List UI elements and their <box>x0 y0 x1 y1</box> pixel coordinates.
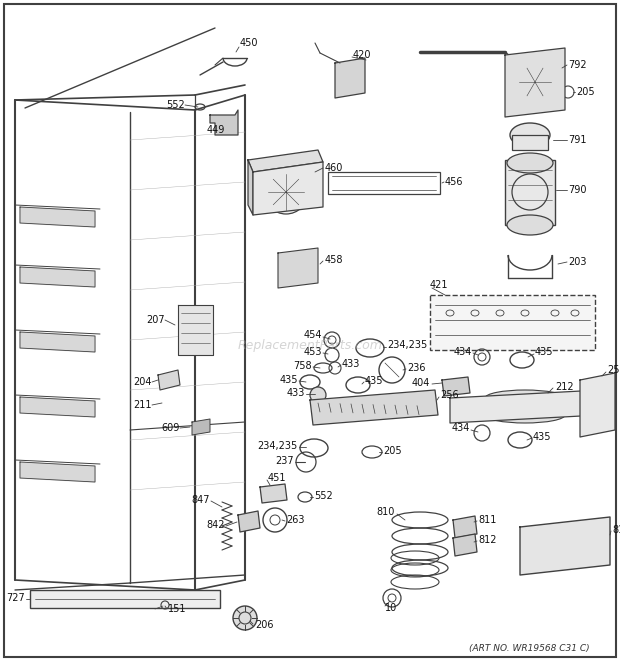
Bar <box>505 160 555 225</box>
Text: 259: 259 <box>607 365 620 375</box>
Text: 263: 263 <box>286 515 304 525</box>
Text: 234,235: 234,235 <box>387 340 427 350</box>
Bar <box>430 295 595 350</box>
Polygon shape <box>453 534 477 556</box>
Text: 458: 458 <box>325 255 343 265</box>
Ellipse shape <box>510 123 550 147</box>
Text: 790: 790 <box>568 185 587 195</box>
Text: 234,235: 234,235 <box>258 441 298 451</box>
Polygon shape <box>580 373 615 437</box>
Polygon shape <box>210 110 238 135</box>
Polygon shape <box>192 419 210 435</box>
Text: 433: 433 <box>286 388 305 398</box>
Polygon shape <box>335 58 365 98</box>
Text: 791: 791 <box>568 135 587 145</box>
Text: 435: 435 <box>280 375 298 385</box>
Text: 435: 435 <box>365 376 384 386</box>
Text: 203: 203 <box>568 257 587 267</box>
Polygon shape <box>278 248 318 288</box>
Text: 434: 434 <box>454 347 472 357</box>
Text: 435: 435 <box>535 347 554 357</box>
Ellipse shape <box>507 215 553 235</box>
Ellipse shape <box>339 68 359 88</box>
Text: 212: 212 <box>555 382 574 392</box>
Text: 609: 609 <box>162 423 180 433</box>
Text: 237: 237 <box>275 456 294 466</box>
Text: ReplacementParts.com: ReplacementParts.com <box>237 338 383 352</box>
Text: 236: 236 <box>407 363 425 373</box>
Text: 421: 421 <box>430 280 448 290</box>
Text: 404: 404 <box>412 378 430 388</box>
Polygon shape <box>450 390 600 423</box>
Text: 842: 842 <box>206 520 225 530</box>
Text: 10: 10 <box>385 603 397 613</box>
Text: 433: 433 <box>342 359 360 369</box>
Text: 460: 460 <box>325 163 343 173</box>
Polygon shape <box>520 517 610 575</box>
Text: 204: 204 <box>133 377 152 387</box>
Text: 211: 211 <box>133 400 152 410</box>
Ellipse shape <box>507 153 553 173</box>
Text: 552: 552 <box>314 491 333 501</box>
Text: 451: 451 <box>268 473 286 483</box>
Text: 434: 434 <box>451 423 470 433</box>
Text: (ART NO. WR19568 C31 C): (ART NO. WR19568 C31 C) <box>469 644 590 652</box>
Polygon shape <box>310 390 438 425</box>
Text: 758: 758 <box>293 361 312 371</box>
Polygon shape <box>453 516 477 538</box>
Polygon shape <box>442 377 470 396</box>
Polygon shape <box>178 305 213 355</box>
Text: 552: 552 <box>166 100 185 110</box>
Text: 205: 205 <box>576 87 595 97</box>
Polygon shape <box>248 150 323 172</box>
Text: 727: 727 <box>6 593 25 603</box>
Text: 206: 206 <box>255 620 273 630</box>
Polygon shape <box>20 267 95 287</box>
Polygon shape <box>253 162 323 215</box>
Text: 207: 207 <box>146 315 165 325</box>
Bar <box>30 590 220 608</box>
Polygon shape <box>260 484 287 503</box>
Ellipse shape <box>282 252 310 280</box>
Text: 435: 435 <box>533 432 552 442</box>
Polygon shape <box>505 48 565 117</box>
Ellipse shape <box>264 170 308 214</box>
Polygon shape <box>158 370 180 390</box>
Text: 812: 812 <box>478 535 497 545</box>
Ellipse shape <box>233 606 257 630</box>
Polygon shape <box>238 511 260 532</box>
Text: 151: 151 <box>168 604 187 614</box>
Ellipse shape <box>513 60 557 104</box>
Text: 792: 792 <box>568 60 587 70</box>
Polygon shape <box>20 462 95 482</box>
Polygon shape <box>20 332 95 352</box>
Text: 813: 813 <box>612 525 620 535</box>
Text: 450: 450 <box>240 38 259 48</box>
Text: 810: 810 <box>376 507 395 517</box>
Bar <box>328 172 440 194</box>
Ellipse shape <box>485 407 565 423</box>
Polygon shape <box>20 207 95 227</box>
Text: 847: 847 <box>192 495 210 505</box>
Text: 205: 205 <box>383 446 402 456</box>
Text: 256: 256 <box>440 390 459 400</box>
Text: 811: 811 <box>478 515 497 525</box>
Bar <box>512 135 548 150</box>
Polygon shape <box>248 160 253 215</box>
Text: 456: 456 <box>445 177 464 187</box>
Ellipse shape <box>485 390 565 406</box>
Text: 454: 454 <box>304 330 322 340</box>
Text: 453: 453 <box>304 347 322 357</box>
Polygon shape <box>20 397 95 417</box>
Text: 449: 449 <box>207 125 226 135</box>
Ellipse shape <box>310 387 326 403</box>
Text: 420: 420 <box>353 50 371 60</box>
